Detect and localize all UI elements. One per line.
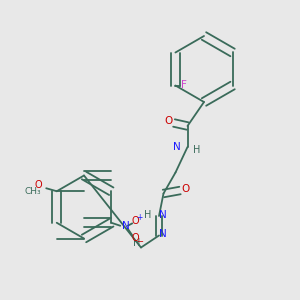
- Text: N: N: [159, 209, 167, 220]
- Text: N: N: [159, 229, 167, 239]
- Text: −: −: [136, 237, 143, 246]
- Text: H: H: [194, 145, 201, 155]
- Text: N: N: [173, 142, 181, 152]
- Text: O: O: [35, 180, 43, 190]
- Text: H: H: [144, 209, 152, 220]
- Text: O: O: [131, 216, 139, 226]
- Text: F: F: [182, 80, 188, 91]
- Text: O: O: [164, 116, 173, 127]
- Text: H: H: [133, 238, 140, 248]
- Text: +: +: [136, 213, 143, 222]
- Text: O: O: [131, 233, 139, 243]
- Text: O: O: [181, 184, 190, 194]
- Text: CH₃: CH₃: [24, 187, 41, 196]
- Text: N: N: [122, 221, 130, 231]
